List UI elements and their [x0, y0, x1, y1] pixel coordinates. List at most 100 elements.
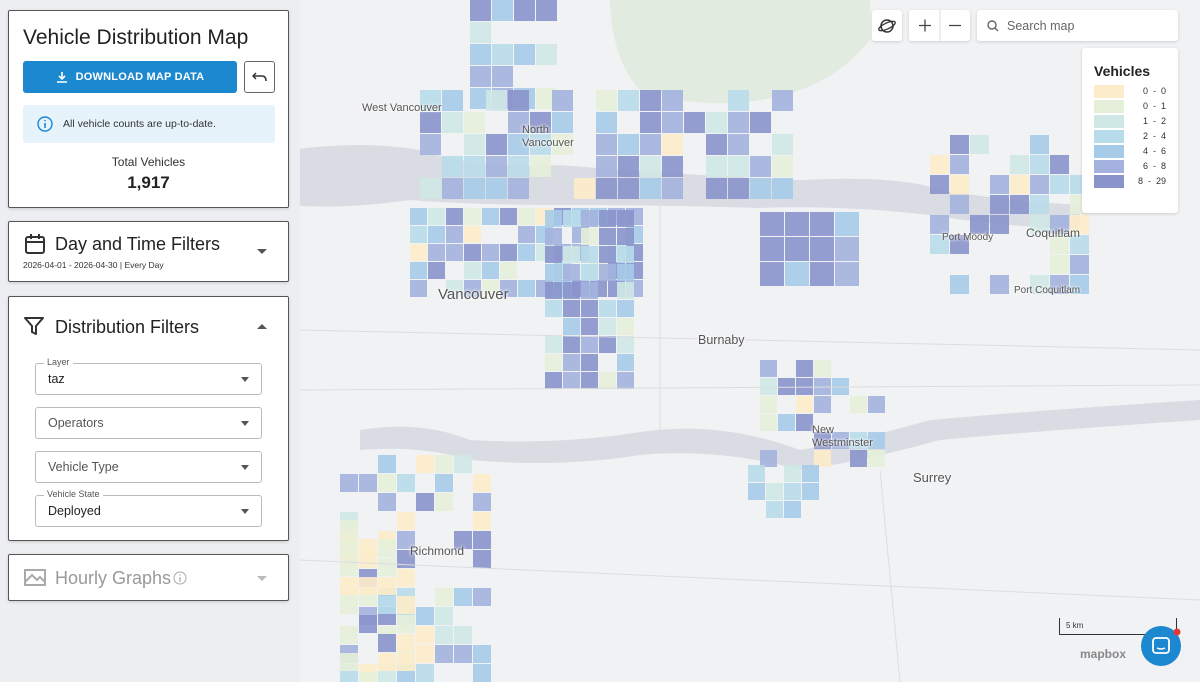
map-cell[interactable] — [563, 264, 580, 281]
map-cell[interactable] — [397, 615, 415, 633]
map-cell[interactable] — [1070, 275, 1089, 294]
map-cell[interactable] — [750, 112, 771, 133]
map-cell[interactable] — [617, 246, 634, 263]
map-cell[interactable] — [545, 372, 562, 389]
map-cell[interactable] — [778, 378, 795, 395]
map-cell[interactable] — [508, 178, 529, 199]
map-cell[interactable] — [990, 175, 1009, 194]
map-cell[interactable] — [1070, 255, 1089, 274]
map-cell[interactable] — [340, 653, 358, 671]
map-cell[interactable] — [486, 156, 507, 177]
map-cell[interactable] — [508, 90, 529, 111]
map-cell[interactable] — [760, 378, 777, 395]
map-cell[interactable] — [868, 450, 885, 467]
map-cell[interactable] — [545, 336, 562, 353]
map-cell[interactable] — [442, 156, 463, 177]
map-cell[interactable] — [340, 539, 358, 557]
map-cell[interactable] — [552, 134, 573, 155]
map-cell[interactable] — [581, 336, 598, 353]
map-cell[interactable] — [772, 90, 793, 111]
map-cell[interactable] — [420, 90, 441, 111]
map-cell[interactable] — [340, 520, 358, 538]
map-cell[interactable] — [435, 474, 453, 492]
map-cell[interactable] — [518, 226, 535, 243]
map-cell[interactable] — [473, 493, 491, 511]
map-cell[interactable] — [706, 112, 727, 133]
map-cell[interactable] — [410, 208, 427, 225]
chat-button[interactable] — [1141, 626, 1181, 666]
map-cell[interactable] — [599, 228, 616, 245]
map-cell[interactable] — [1030, 175, 1049, 194]
map-cell[interactable] — [420, 134, 441, 155]
map-cell[interactable] — [581, 282, 598, 299]
map-cell[interactable] — [473, 588, 491, 606]
map-cell[interactable] — [545, 228, 562, 245]
map-cell[interactable] — [599, 318, 616, 335]
map-cell[interactable] — [470, 22, 491, 43]
map-cell[interactable] — [760, 262, 784, 286]
map-cell[interactable] — [617, 300, 634, 317]
map-cell[interactable] — [442, 178, 463, 199]
map-cell[interactable] — [446, 244, 463, 261]
map-cell[interactable] — [359, 474, 377, 492]
map-cell[interactable] — [378, 474, 396, 492]
map-cell[interactable] — [545, 354, 562, 371]
map-cell[interactable] — [397, 550, 415, 568]
map-cell[interactable] — [482, 208, 499, 225]
map-cell[interactable] — [618, 178, 639, 199]
map-cell[interactable] — [748, 483, 765, 500]
map-cell[interactable] — [618, 156, 639, 177]
map-cell[interactable] — [596, 112, 617, 133]
map-cell[interactable] — [1030, 195, 1049, 214]
map-cell[interactable] — [750, 156, 771, 177]
map-cell[interactable] — [766, 501, 783, 518]
map-cell[interactable] — [435, 626, 453, 644]
map-cell[interactable] — [378, 558, 396, 576]
map-cell[interactable] — [684, 112, 705, 133]
map-cell[interactable] — [486, 178, 507, 199]
map-cell[interactable] — [435, 455, 453, 473]
map-cell[interactable] — [640, 156, 661, 177]
map-cell[interactable] — [508, 134, 529, 155]
map-cell[interactable] — [802, 465, 819, 482]
map-cell[interactable] — [784, 465, 801, 482]
map-cell[interactable] — [454, 626, 472, 644]
map-cell[interactable] — [617, 210, 634, 227]
map-cell[interactable] — [416, 493, 434, 511]
map-cell[interactable] — [706, 156, 727, 177]
map-cell[interactable] — [640, 90, 661, 111]
map-cell[interactable] — [563, 210, 580, 227]
map-cell[interactable] — [802, 483, 819, 500]
map-cell[interactable] — [464, 226, 481, 243]
map-cell[interactable] — [835, 212, 859, 236]
map-cell[interactable] — [581, 354, 598, 371]
map-cell[interactable] — [596, 178, 617, 199]
map-cell[interactable] — [378, 493, 396, 511]
map-cell[interactable] — [990, 195, 1009, 214]
layer-select[interactable]: Layer taz — [35, 357, 262, 395]
zoom-icons[interactable] — [909, 10, 970, 41]
map-cell[interactable] — [596, 134, 617, 155]
map-cell[interactable] — [784, 483, 801, 500]
map-cell[interactable] — [581, 300, 598, 317]
map-cell[interactable] — [378, 577, 396, 595]
map-cell[interactable] — [563, 246, 580, 263]
map-cell[interactable] — [850, 450, 867, 467]
map-cell[interactable] — [420, 178, 441, 199]
map-cell[interactable] — [599, 300, 616, 317]
map-cell[interactable] — [814, 396, 831, 413]
map-cell[interactable] — [617, 282, 634, 299]
map-cell[interactable] — [1030, 275, 1049, 294]
map-cell[interactable] — [778, 414, 795, 431]
map-cell[interactable] — [850, 432, 867, 449]
map-cell[interactable] — [473, 550, 491, 568]
map-cell[interactable] — [446, 208, 463, 225]
map-cell[interactable] — [454, 645, 472, 663]
map-cell[interactable] — [760, 414, 777, 431]
map-cell[interactable] — [470, 44, 491, 65]
map-cell[interactable] — [464, 134, 485, 155]
map-cell[interactable] — [728, 156, 749, 177]
map-cell[interactable] — [581, 318, 598, 335]
map-cell[interactable] — [340, 577, 358, 595]
map-cell[interactable] — [950, 195, 969, 214]
